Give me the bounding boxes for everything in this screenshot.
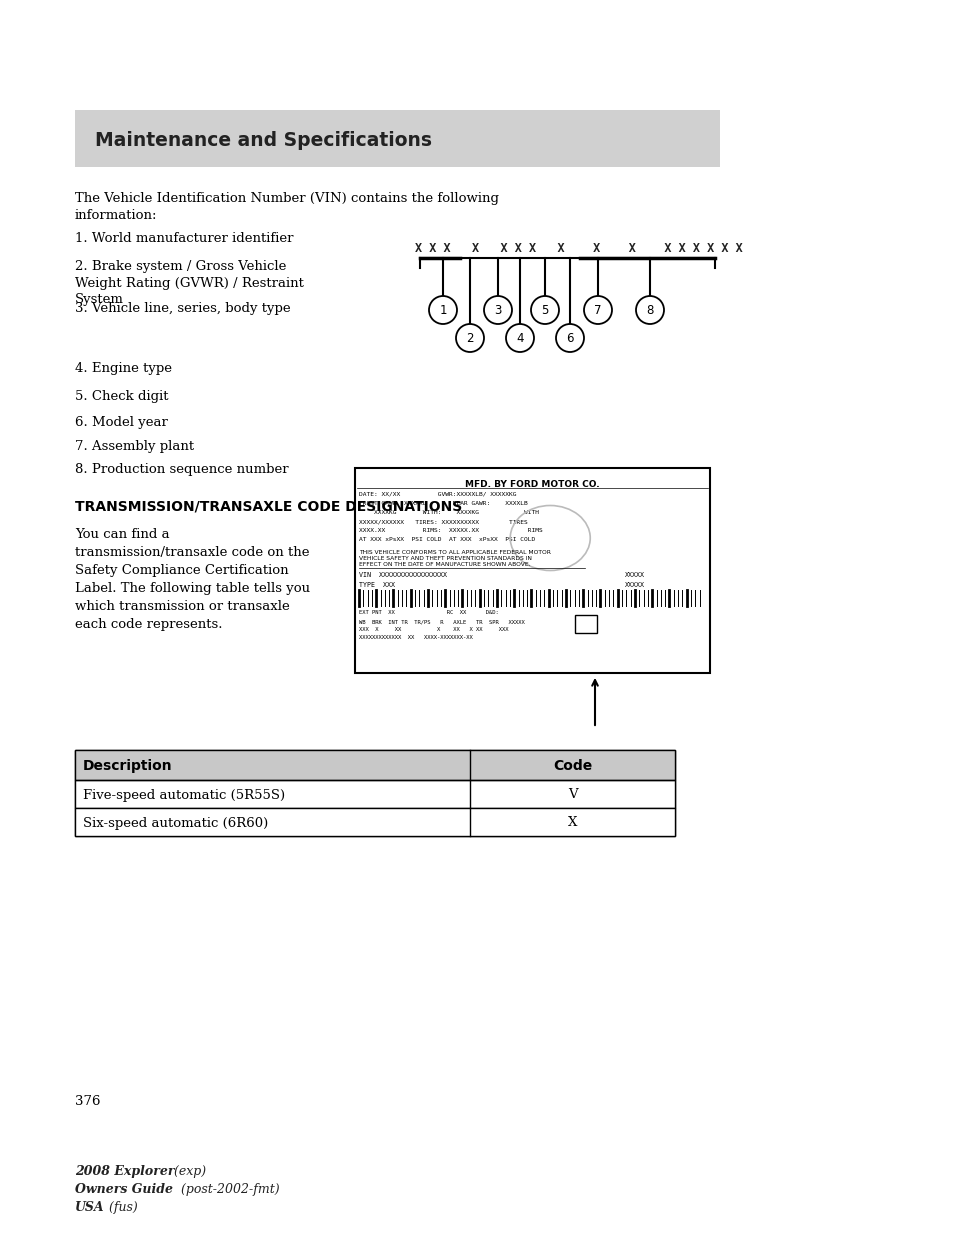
Text: TRANSMISSION/TRANSAXLE CODE DESIGNATIONS: TRANSMISSION/TRANSAXLE CODE DESIGNATIONS — [75, 500, 462, 514]
Text: (post-2002-fmt): (post-2002-fmt) — [177, 1183, 279, 1195]
Text: 2: 2 — [466, 331, 474, 345]
Text: 3: 3 — [494, 304, 501, 316]
Bar — [75, 808, 675, 836]
Text: 7. Assembly plant: 7. Assembly plant — [75, 440, 193, 453]
Text: Maintenance and Specifications: Maintenance and Specifications — [95, 131, 432, 149]
Text: Five-speed automatic (5R55S): Five-speed automatic (5R55S) — [83, 788, 285, 802]
Text: Description: Description — [83, 760, 172, 773]
Text: XXXXX: XXXXX — [624, 572, 644, 578]
Circle shape — [636, 296, 663, 324]
Text: 6. Model year: 6. Model year — [75, 416, 168, 429]
Text: 2. Brake system / Gross Vehicle
Weight Rating (GVWR) / Restraint
System: 2. Brake system / Gross Vehicle Weight R… — [75, 261, 304, 306]
Text: 5: 5 — [540, 304, 548, 316]
Text: 7: 7 — [594, 304, 601, 316]
Text: XXXXX: XXXXX — [624, 582, 644, 588]
Bar — [75, 750, 675, 781]
Text: Owners Guide: Owners Guide — [75, 1183, 172, 1195]
Text: XXXXKG       WITH:    XXXXKG            WITH: XXXXKG WITH: XXXXKG WITH — [358, 510, 538, 515]
Circle shape — [483, 296, 512, 324]
Text: 2008 Explorer: 2008 Explorer — [75, 1165, 174, 1178]
Text: 8: 8 — [645, 304, 653, 316]
Text: WB  BRK  INT TR  TR/PS   R   AXLE   TR  SPR   XXXXX: WB BRK INT TR TR/PS R AXLE TR SPR XXXXX — [358, 619, 524, 624]
Bar — [575, 615, 597, 634]
Text: (exp): (exp) — [170, 1165, 206, 1178]
Text: The Vehicle Identification Number (VIN) contains the following
information:: The Vehicle Identification Number (VIN) … — [75, 191, 498, 222]
Text: XXXXX/XXXXXX   TIRES: XXXXXXXXXX        TIRES: XXXXX/XXXXXX TIRES: XXXXXXXXXX TIRES — [358, 519, 527, 524]
Text: FRONT GAWR  XXXXXL       REAR GAWR:    XXXXLB: FRONT GAWR XXXXXL REAR GAWR: XXXXLB — [358, 501, 527, 506]
Text: 4: 4 — [516, 331, 523, 345]
Text: 1. World manufacturer identifier: 1. World manufacturer identifier — [75, 232, 294, 245]
Circle shape — [505, 324, 534, 352]
Circle shape — [556, 324, 583, 352]
Text: XXX  X     XX           X    XX   X XX     XXX: XXX X XX X XX X XX XXX — [358, 627, 508, 632]
Text: 5. Check digit: 5. Check digit — [75, 390, 169, 403]
Text: DATE: XX/XX          GVWR:XXXXXLB/ XXXXXKG: DATE: XX/XX GVWR:XXXXXLB/ XXXXXKG — [358, 492, 516, 496]
Text: X X X   X   X X X   X    X    X    X X X X X X: X X X X X X X X X X X X X X X X — [415, 242, 742, 254]
Text: 376: 376 — [75, 1095, 100, 1108]
Text: (fus): (fus) — [105, 1200, 137, 1214]
Text: You can find a
transmission/transaxle code on the
Safety Compliance Certificatio: You can find a transmission/transaxle co… — [75, 529, 310, 631]
Text: Six-speed automatic (6R60): Six-speed automatic (6R60) — [83, 816, 268, 830]
Text: EXT PNT  XX                RC  XX      D&D:: EXT PNT XX RC XX D&D: — [358, 610, 498, 615]
Circle shape — [583, 296, 612, 324]
Text: AT XXX xPsXX  PSI COLD  AT XXX  xPsXX  PSI COLD: AT XXX xPsXX PSI COLD AT XXX xPsXX PSI C… — [358, 537, 535, 542]
Text: VIN  XXXXXXXXXXXXXXXXX: VIN XXXXXXXXXXXXXXXXX — [358, 572, 447, 578]
Text: X: X — [567, 816, 577, 830]
Bar — [75, 781, 675, 808]
Bar — [355, 468, 709, 673]
Bar — [75, 750, 675, 781]
Text: THIS VEHICLE CONFORMS TO ALL APPLICABLE FEDERAL MOTOR
VEHICLE SAFETY AND THEFT P: THIS VEHICLE CONFORMS TO ALL APPLICABLE … — [358, 550, 551, 567]
Text: XXXX.XX          RIMS:  XXXXX.XX             RIMS: XXXX.XX RIMS: XXXXX.XX RIMS — [358, 529, 542, 534]
Text: USA: USA — [75, 1200, 105, 1214]
Text: V: V — [567, 788, 577, 802]
Text: 6: 6 — [566, 331, 573, 345]
Text: 1: 1 — [438, 304, 446, 316]
Text: MFD. BY FORD MOTOR CO.: MFD. BY FORD MOTOR CO. — [465, 480, 599, 489]
Text: 3. Vehicle line, series, body type: 3. Vehicle line, series, body type — [75, 303, 291, 315]
Text: 4. Engine type: 4. Engine type — [75, 362, 172, 375]
Text: Code: Code — [553, 760, 592, 773]
Text: 8. Production sequence number: 8. Production sequence number — [75, 463, 289, 475]
Text: XXXXXXXXXXXXX  XX   XXXX-XXXXXXX-XX: XXXXXXXXXXXXX XX XXXX-XXXXXXX-XX — [358, 635, 473, 640]
Bar — [75, 110, 720, 167]
Circle shape — [429, 296, 456, 324]
Circle shape — [456, 324, 483, 352]
Bar — [75, 750, 675, 836]
Text: TYPE  XXX: TYPE XXX — [358, 582, 395, 588]
Circle shape — [531, 296, 558, 324]
